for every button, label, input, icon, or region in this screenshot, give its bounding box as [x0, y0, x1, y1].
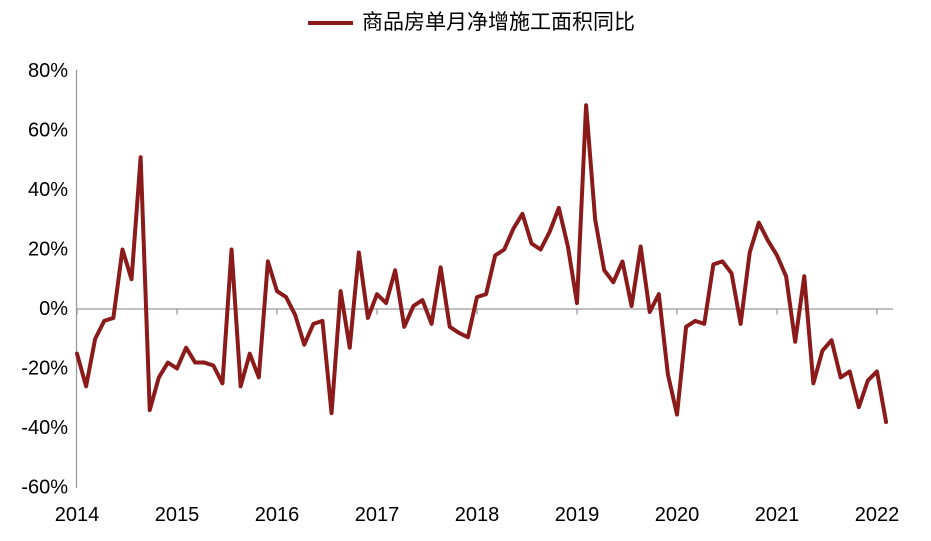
y-axis-tick-label: -60% [21, 477, 68, 499]
y-axis-tick-label: -20% [21, 358, 68, 380]
x-axis-tick-label: 2014 [55, 504, 100, 526]
y-axis-tick-label: 20% [28, 239, 68, 261]
x-axis-tick-label: 2016 [255, 504, 300, 526]
y-axis-tick-label: 60% [28, 120, 68, 142]
chart-legend: 商品房单月净增施工面积同比 [308, 11, 635, 35]
data-series-line [75, 103, 889, 425]
y-axis-tick-label: 40% [28, 179, 68, 201]
y-axis-tick-label: -40% [21, 417, 68, 439]
x-axis-tick-label: 2017 [355, 504, 400, 526]
x-axis-tick-label: 2020 [655, 504, 700, 526]
y-axis-tick-label: 80% [28, 60, 68, 82]
y-axis-tick-label: 0% [39, 298, 68, 320]
x-axis-tick-label: 2021 [755, 504, 800, 526]
x-axis-tick-label: 2018 [455, 504, 500, 526]
x-axis-tick-label: 2015 [155, 504, 200, 526]
x-axis-tick-label: 2019 [555, 504, 600, 526]
legend-line-swatch [308, 21, 353, 25]
legend-label: 商品房单月净增施工面积同比 [362, 11, 635, 34]
x-axis-tick-label: 2022 [855, 504, 900, 526]
